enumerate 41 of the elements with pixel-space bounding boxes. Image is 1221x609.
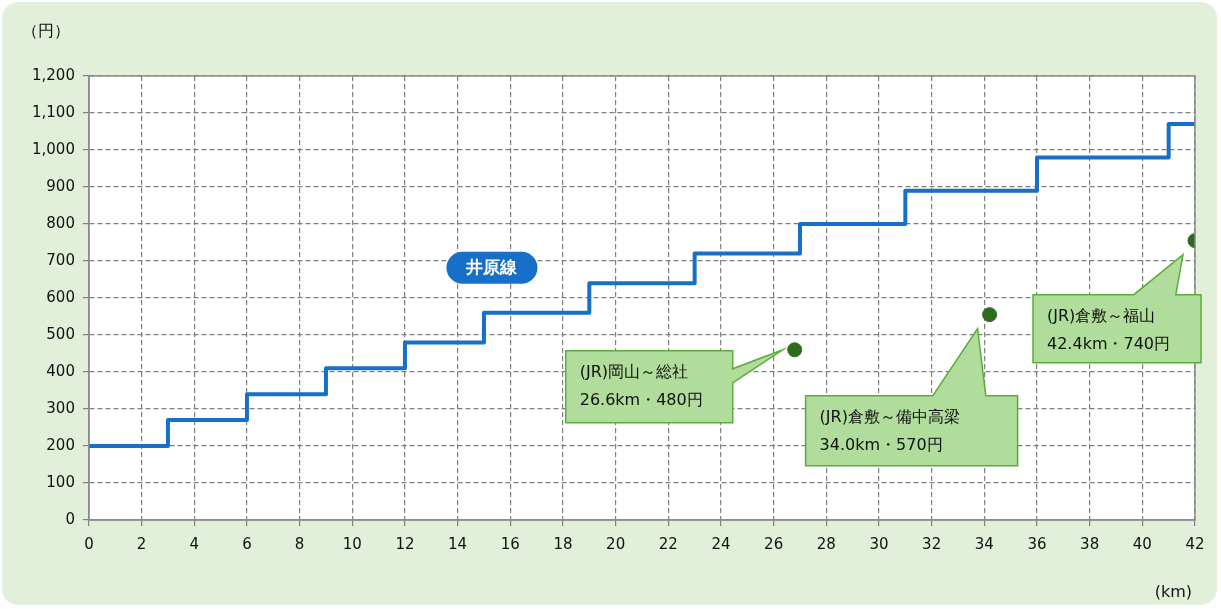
x-tick-label: 26: [764, 534, 784, 553]
y-tick-label: 1,000: [31, 139, 75, 158]
x-tick-label: 32: [922, 534, 942, 553]
x-tick-label: 38: [1080, 534, 1100, 553]
x-tick-label: 42: [1185, 534, 1205, 553]
y-tick-label: 800: [46, 213, 75, 232]
y-axis-title: （円）: [22, 21, 70, 41]
x-tick-label: 0: [84, 534, 94, 553]
annotation: (JR)岡山～総社 26.6km・480円: [579, 361, 703, 409]
text: 井原線: [465, 257, 519, 278]
x-tick-label: 6: [242, 534, 252, 553]
x-tick-label: 40: [1132, 534, 1152, 553]
x-tick-label: 16: [500, 534, 520, 553]
x-tick-label: 30: [869, 534, 889, 553]
y-tick-label: 1,100: [31, 102, 75, 121]
y-tick-label: 1,200: [31, 65, 75, 84]
y-tick-label: 600: [46, 287, 75, 306]
annotation: (JR)倉敷～福山 42.4km・740円: [1047, 305, 1171, 353]
x-tick-label: 24: [711, 534, 731, 553]
x-tick-label: 22: [658, 534, 678, 553]
x-tick-label: 14: [448, 534, 468, 553]
x-tick-label: 20: [606, 534, 626, 553]
x-tick-label: 4: [189, 534, 200, 553]
y-tick-label: 200: [46, 435, 75, 454]
x-tick-label: 34: [974, 534, 994, 553]
y-tick-label: 400: [46, 361, 75, 380]
y-tick-label: 0: [65, 509, 75, 528]
annotation: (JR)倉敷～備中高梁 34.0km・570円: [819, 406, 960, 454]
y-tick-label: 300: [46, 398, 75, 417]
x-tick-label: 10: [342, 534, 362, 553]
x-axis-title: (km): [1154, 582, 1192, 602]
y-tick-label: 100: [46, 472, 75, 491]
y-tick-label: 700: [46, 250, 75, 269]
x-tick-label: 18: [553, 534, 573, 553]
y-tick-label: 900: [46, 176, 75, 195]
y-tick-label: 500: [46, 324, 75, 343]
x-tick-label: 12: [395, 534, 415, 553]
x-tick-label: 8: [294, 534, 305, 553]
x-tick-label: 2: [136, 534, 147, 553]
x-tick-label: 36: [1027, 534, 1047, 553]
x-tick-label: 28: [816, 534, 836, 553]
